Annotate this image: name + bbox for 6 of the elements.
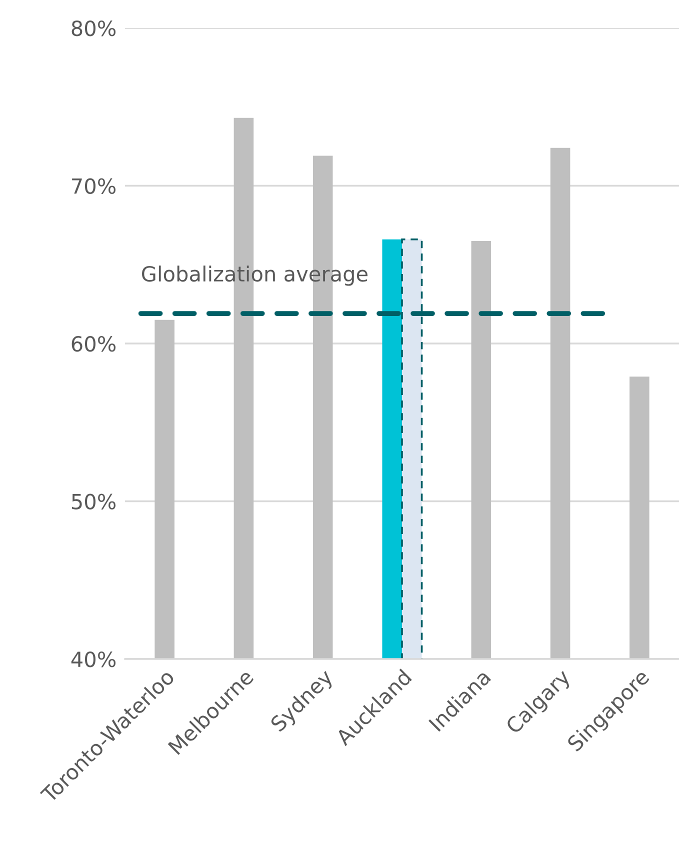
ref-line-label: Globalization average: [142, 266, 368, 286]
y-tick-label: 50%: [72, 494, 116, 510]
y-tick-label: 60%: [72, 336, 116, 352]
y-tick-label: 40%: [71, 651, 116, 668]
y-tick-label: 80%: [72, 20, 116, 36]
y-tick-label: 70%: [72, 178, 116, 194]
